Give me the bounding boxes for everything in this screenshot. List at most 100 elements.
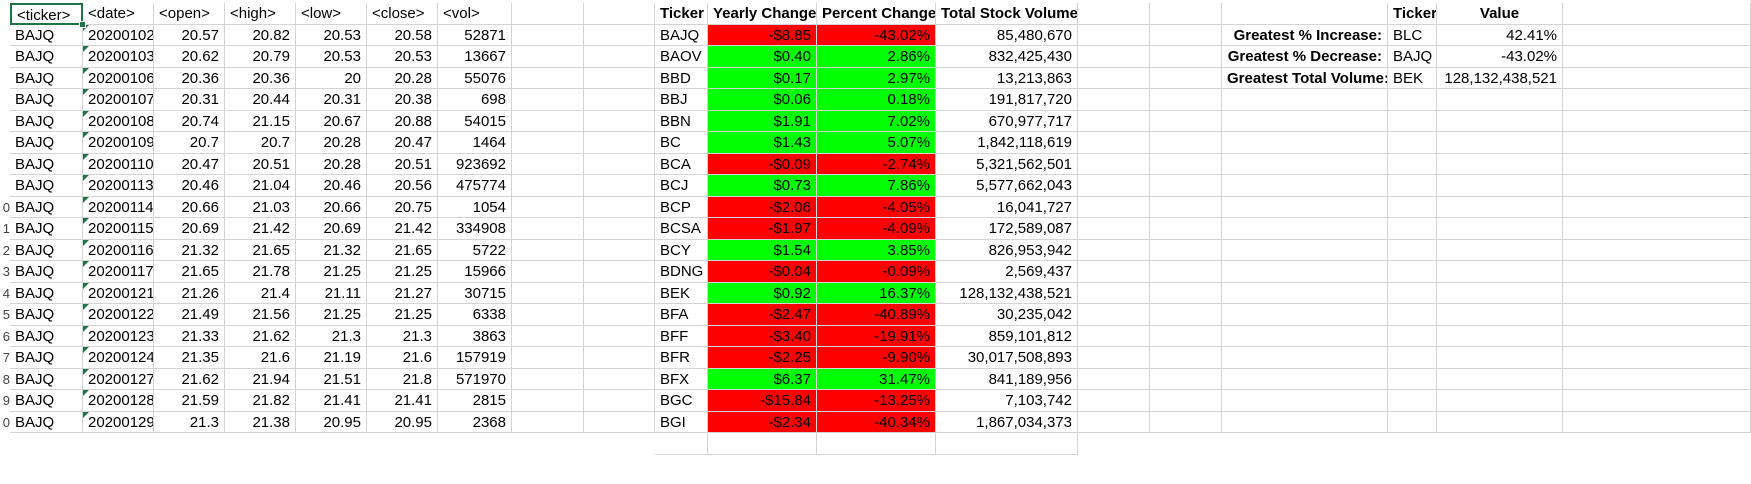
empty-cell[interactable] (1078, 218, 1150, 240)
empty-cell[interactable] (1150, 304, 1222, 326)
empty-cell[interactable] (1150, 110, 1222, 132)
empty-cell[interactable] (1222, 218, 1388, 240)
empty-cell[interactable] (1388, 239, 1437, 261)
greatest-ticker-cell[interactable]: BAJQ (1388, 46, 1437, 68)
percent-change-cell[interactable]: -43.02% (817, 24, 936, 46)
empty-cell[interactable] (1150, 261, 1222, 283)
date-cell[interactable]: 20200127 (83, 368, 154, 390)
yearly-change-cell[interactable]: $6.37 (708, 368, 817, 390)
raw-value-cell[interactable]: 20.44 (225, 89, 296, 111)
row-header[interactable] (0, 154, 10, 176)
raw-value-cell[interactable]: 20.88 (367, 110, 438, 132)
raw-value-cell[interactable]: 20.58 (367, 24, 438, 46)
raw-value-cell[interactable]: 21.25 (296, 304, 367, 326)
yearly-change-cell[interactable]: -$2.47 (708, 304, 817, 326)
yearly-change-cell[interactable]: -$2.34 (708, 411, 817, 433)
empty-cell[interactable] (1222, 239, 1388, 261)
empty-cell[interactable] (708, 433, 817, 455)
raw-value-cell[interactable]: 20.31 (296, 89, 367, 111)
row-header[interactable]: 3 (2, 264, 10, 279)
total-volume-cell[interactable]: 16,041,727 (936, 196, 1078, 218)
ticker-cell[interactable]: BAJQ (10, 153, 83, 175)
raw-value-cell[interactable]: 20.69 (154, 218, 225, 240)
empty-cell[interactable] (1437, 153, 1563, 175)
empty-cell[interactable] (584, 46, 655, 68)
raw-value-cell[interactable]: 21.42 (367, 218, 438, 240)
empty-cell[interactable] (584, 304, 655, 326)
raw-value-cell[interactable]: 21.65 (154, 261, 225, 283)
ticker-cell[interactable]: BAJQ (10, 390, 83, 412)
raw-value-cell[interactable]: 21.65 (367, 239, 438, 261)
empty-cell[interactable] (1563, 24, 1751, 46)
empty-cell[interactable] (1437, 390, 1563, 412)
ticker-cell[interactable]: BAJQ (10, 218, 83, 240)
raw-value-cell[interactable]: 21.49 (154, 304, 225, 326)
raw-value-cell[interactable]: 20.66 (296, 196, 367, 218)
empty-cell[interactable] (512, 261, 584, 283)
yearly-change-cell[interactable]: -$2.25 (708, 347, 817, 369)
ticker-cell[interactable]: BAJQ (10, 347, 83, 369)
total-volume-cell[interactable]: 841,189,956 (936, 368, 1078, 390)
raw-value-cell[interactable]: 21.32 (154, 239, 225, 261)
empty-cell[interactable] (817, 433, 936, 455)
date-cell[interactable]: 20200113 (83, 175, 154, 197)
empty-cell[interactable] (1150, 196, 1222, 218)
empty-cell[interactable] (1437, 175, 1563, 197)
raw-value-cell[interactable]: 21.3 (154, 411, 225, 433)
raw-value-cell[interactable]: 21.62 (225, 325, 296, 347)
summary-ticker-cell[interactable]: BFF (655, 325, 708, 347)
ticker-cell[interactable]: BAJQ (10, 368, 83, 390)
ticker-cell[interactable]: BAJQ (10, 67, 83, 89)
raw-value-cell[interactable]: 20.95 (296, 411, 367, 433)
total-volume-cell[interactable]: 1,867,034,373 (936, 411, 1078, 433)
empty-cell[interactable] (1437, 89, 1563, 111)
date-cell[interactable]: 20200107 (83, 89, 154, 111)
raw-header-cell[interactable]: <vol> (438, 3, 512, 25)
greatest-value-cell[interactable]: -43.02% (1437, 46, 1563, 68)
raw-value-cell[interactable]: 2368 (438, 411, 512, 433)
total-volume-cell[interactable]: 832,425,430 (936, 46, 1078, 68)
summary-ticker-cell[interactable]: BCJ (655, 175, 708, 197)
empty-cell[interactable] (512, 390, 584, 412)
empty-cell[interactable] (1150, 411, 1222, 433)
empty-cell[interactable] (584, 110, 655, 132)
percent-change-cell[interactable]: 31.47% (817, 368, 936, 390)
raw-value-cell[interactable]: 157919 (438, 347, 512, 369)
empty-cell[interactable] (512, 239, 584, 261)
empty-cell[interactable] (1388, 261, 1437, 283)
total-volume-cell[interactable]: 128,132,438,521 (936, 282, 1078, 304)
empty-cell[interactable] (512, 175, 584, 197)
row-header[interactable] (0, 3, 10, 25)
empty-cell[interactable] (512, 304, 584, 326)
raw-value-cell[interactable]: 20.67 (296, 110, 367, 132)
yearly-change-cell[interactable]: -$0.09 (708, 153, 817, 175)
raw-value-cell[interactable]: 21.04 (225, 175, 296, 197)
empty-cell[interactable] (1078, 325, 1150, 347)
raw-value-cell[interactable]: 21.33 (154, 325, 225, 347)
row-header[interactable] (0, 25, 10, 47)
empty-cell[interactable] (1150, 67, 1222, 89)
yearly-change-cell[interactable]: -$2.06 (708, 196, 817, 218)
empty-cell[interactable] (1078, 67, 1150, 89)
empty-cell[interactable] (1437, 304, 1563, 326)
empty-cell[interactable] (584, 411, 655, 433)
empty-cell[interactable] (1078, 347, 1150, 369)
raw-value-cell[interactable]: 2815 (438, 390, 512, 412)
empty-cell[interactable] (512, 24, 584, 46)
empty-cell[interactable] (1222, 325, 1388, 347)
raw-value-cell[interactable]: 475774 (438, 175, 512, 197)
empty-cell[interactable] (1150, 390, 1222, 412)
raw-value-cell[interactable]: 20.47 (367, 132, 438, 154)
greatest-value-cell[interactable]: 128,132,438,521 (1437, 67, 1563, 89)
raw-value-cell[interactable]: 21.6 (367, 347, 438, 369)
greatest-label-cell[interactable]: Greatest Total Volume: (1222, 67, 1388, 89)
percent-change-cell[interactable]: 2.86% (817, 46, 936, 68)
row-header[interactable]: 5 (2, 307, 10, 322)
empty-cell[interactable] (584, 347, 655, 369)
raw-value-cell[interactable]: 20.62 (154, 46, 225, 68)
empty-cell[interactable] (1222, 261, 1388, 283)
empty-cell[interactable] (584, 67, 655, 89)
raw-value-cell[interactable]: 1464 (438, 132, 512, 154)
empty-cell[interactable] (584, 390, 655, 412)
